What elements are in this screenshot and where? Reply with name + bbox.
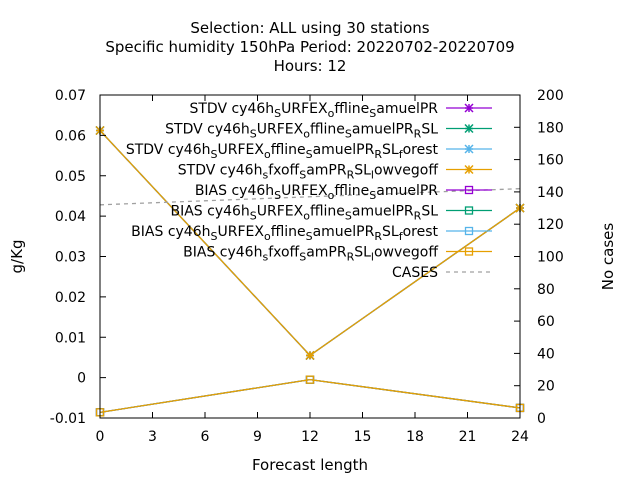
legend-entry-label: BIAS cy46hsfxoffSamPRRSLlowvegoff bbox=[183, 245, 438, 264]
x-tick-label: 0 bbox=[96, 429, 105, 445]
legend-entry-label: BIAS cy46hSURFEXofflineSamuelPRRSLforest bbox=[131, 224, 438, 243]
title-line: Selection: ALL using 30 stations bbox=[190, 19, 429, 37]
x-tick-label: 21 bbox=[459, 429, 477, 445]
legend-entry-label: BIAS cy46hSURFEXofflineSamuelPRRSL bbox=[170, 204, 438, 223]
y2-tick-label: 180 bbox=[537, 120, 564, 136]
legend-entry-marker bbox=[464, 123, 474, 134]
x-tick-label: 9 bbox=[253, 429, 262, 445]
x-tick-label: 24 bbox=[511, 429, 529, 445]
title-line: Hours: 12 bbox=[274, 57, 347, 75]
y2-tick-label: 160 bbox=[537, 153, 564, 169]
y2-tick-label: 20 bbox=[537, 379, 555, 395]
legend-entry-label: BIAS cy46hSURFEXofflineSamuelPR bbox=[195, 183, 438, 202]
chart-title: Selection: ALL using 30 stationsSpecific… bbox=[105, 19, 514, 75]
y2-tick-label: 100 bbox=[537, 250, 564, 266]
y-axis-label: g/Kg bbox=[8, 240, 26, 274]
y2-axis-label: No cases bbox=[599, 223, 617, 291]
y-tick-label: 0.07 bbox=[55, 88, 86, 104]
y-tick-label: 0.04 bbox=[55, 209, 86, 225]
legend-entry-label: STDV cy46hSURFEXofflineSamuelPRRSL bbox=[165, 122, 438, 141]
x-axis-label: Forecast length bbox=[252, 456, 368, 474]
y2-tick-label: 80 bbox=[537, 282, 555, 298]
y-tick-label: -0.01 bbox=[50, 411, 86, 427]
series-line bbox=[99, 378, 521, 413]
legend-entry-label: STDV cy46hSURFEXofflineSamuelPRRSLforest bbox=[126, 142, 439, 161]
y2-tick-label: 40 bbox=[537, 346, 555, 362]
legend-entry-label: STDV cy46hsfxoffSamPRRSLlowvegoff bbox=[178, 163, 439, 182]
legend-entry-marker bbox=[464, 226, 474, 236]
y-tick-label: 0.05 bbox=[55, 169, 86, 185]
series-line bbox=[99, 378, 521, 413]
legend-entry-marker bbox=[464, 247, 474, 256]
x-tick-label: 15 bbox=[354, 429, 372, 445]
y-tick-label: 0.06 bbox=[55, 128, 86, 144]
x-tick-label: 3 bbox=[148, 429, 157, 445]
x-tick-label: 6 bbox=[201, 429, 210, 445]
y2-tick-label: 120 bbox=[537, 217, 564, 233]
series-line bbox=[99, 188, 521, 206]
data-point bbox=[305, 375, 315, 384]
legend-entry-marker bbox=[464, 103, 474, 113]
y-tick-label: 0.01 bbox=[55, 330, 86, 346]
y2-tick-label: 200 bbox=[537, 88, 564, 104]
legend-entry-marker bbox=[464, 185, 474, 195]
chart-axes: 0 3 6 9 12 15 18 21 24 -0.01 0 0.01 0.02 0.03 0.04 0.05… bbox=[50, 88, 564, 445]
y2-tick-label: 140 bbox=[537, 185, 564, 201]
y-tick-label: 0.03 bbox=[55, 250, 86, 266]
legend-entry-label: CASES bbox=[392, 265, 438, 281]
x-tick-label: 18 bbox=[406, 429, 424, 445]
legend-entry-marker bbox=[464, 144, 474, 154]
legend-entry-marker bbox=[464, 206, 474, 215]
chart-legend: STDV cy46hSURFEXofflineSamuelPR STDV cy46… bbox=[126, 101, 492, 281]
y-tick-label: 0 bbox=[77, 371, 86, 387]
data-point bbox=[305, 350, 315, 360]
y2-tick-label: 0 bbox=[537, 411, 546, 427]
x-tick-label: 12 bbox=[301, 429, 319, 445]
series-line bbox=[99, 378, 521, 413]
y2-tick-label: 60 bbox=[537, 314, 555, 330]
title-line: Specific humidity 150hPa Period: 2022070… bbox=[105, 38, 514, 56]
legend-entry-label: STDV cy46hSURFEXofflineSamuelPR bbox=[189, 101, 438, 120]
y-tick-label: 0.02 bbox=[55, 290, 86, 306]
series-line bbox=[99, 378, 521, 413]
legend-entry-marker bbox=[464, 164, 474, 175]
